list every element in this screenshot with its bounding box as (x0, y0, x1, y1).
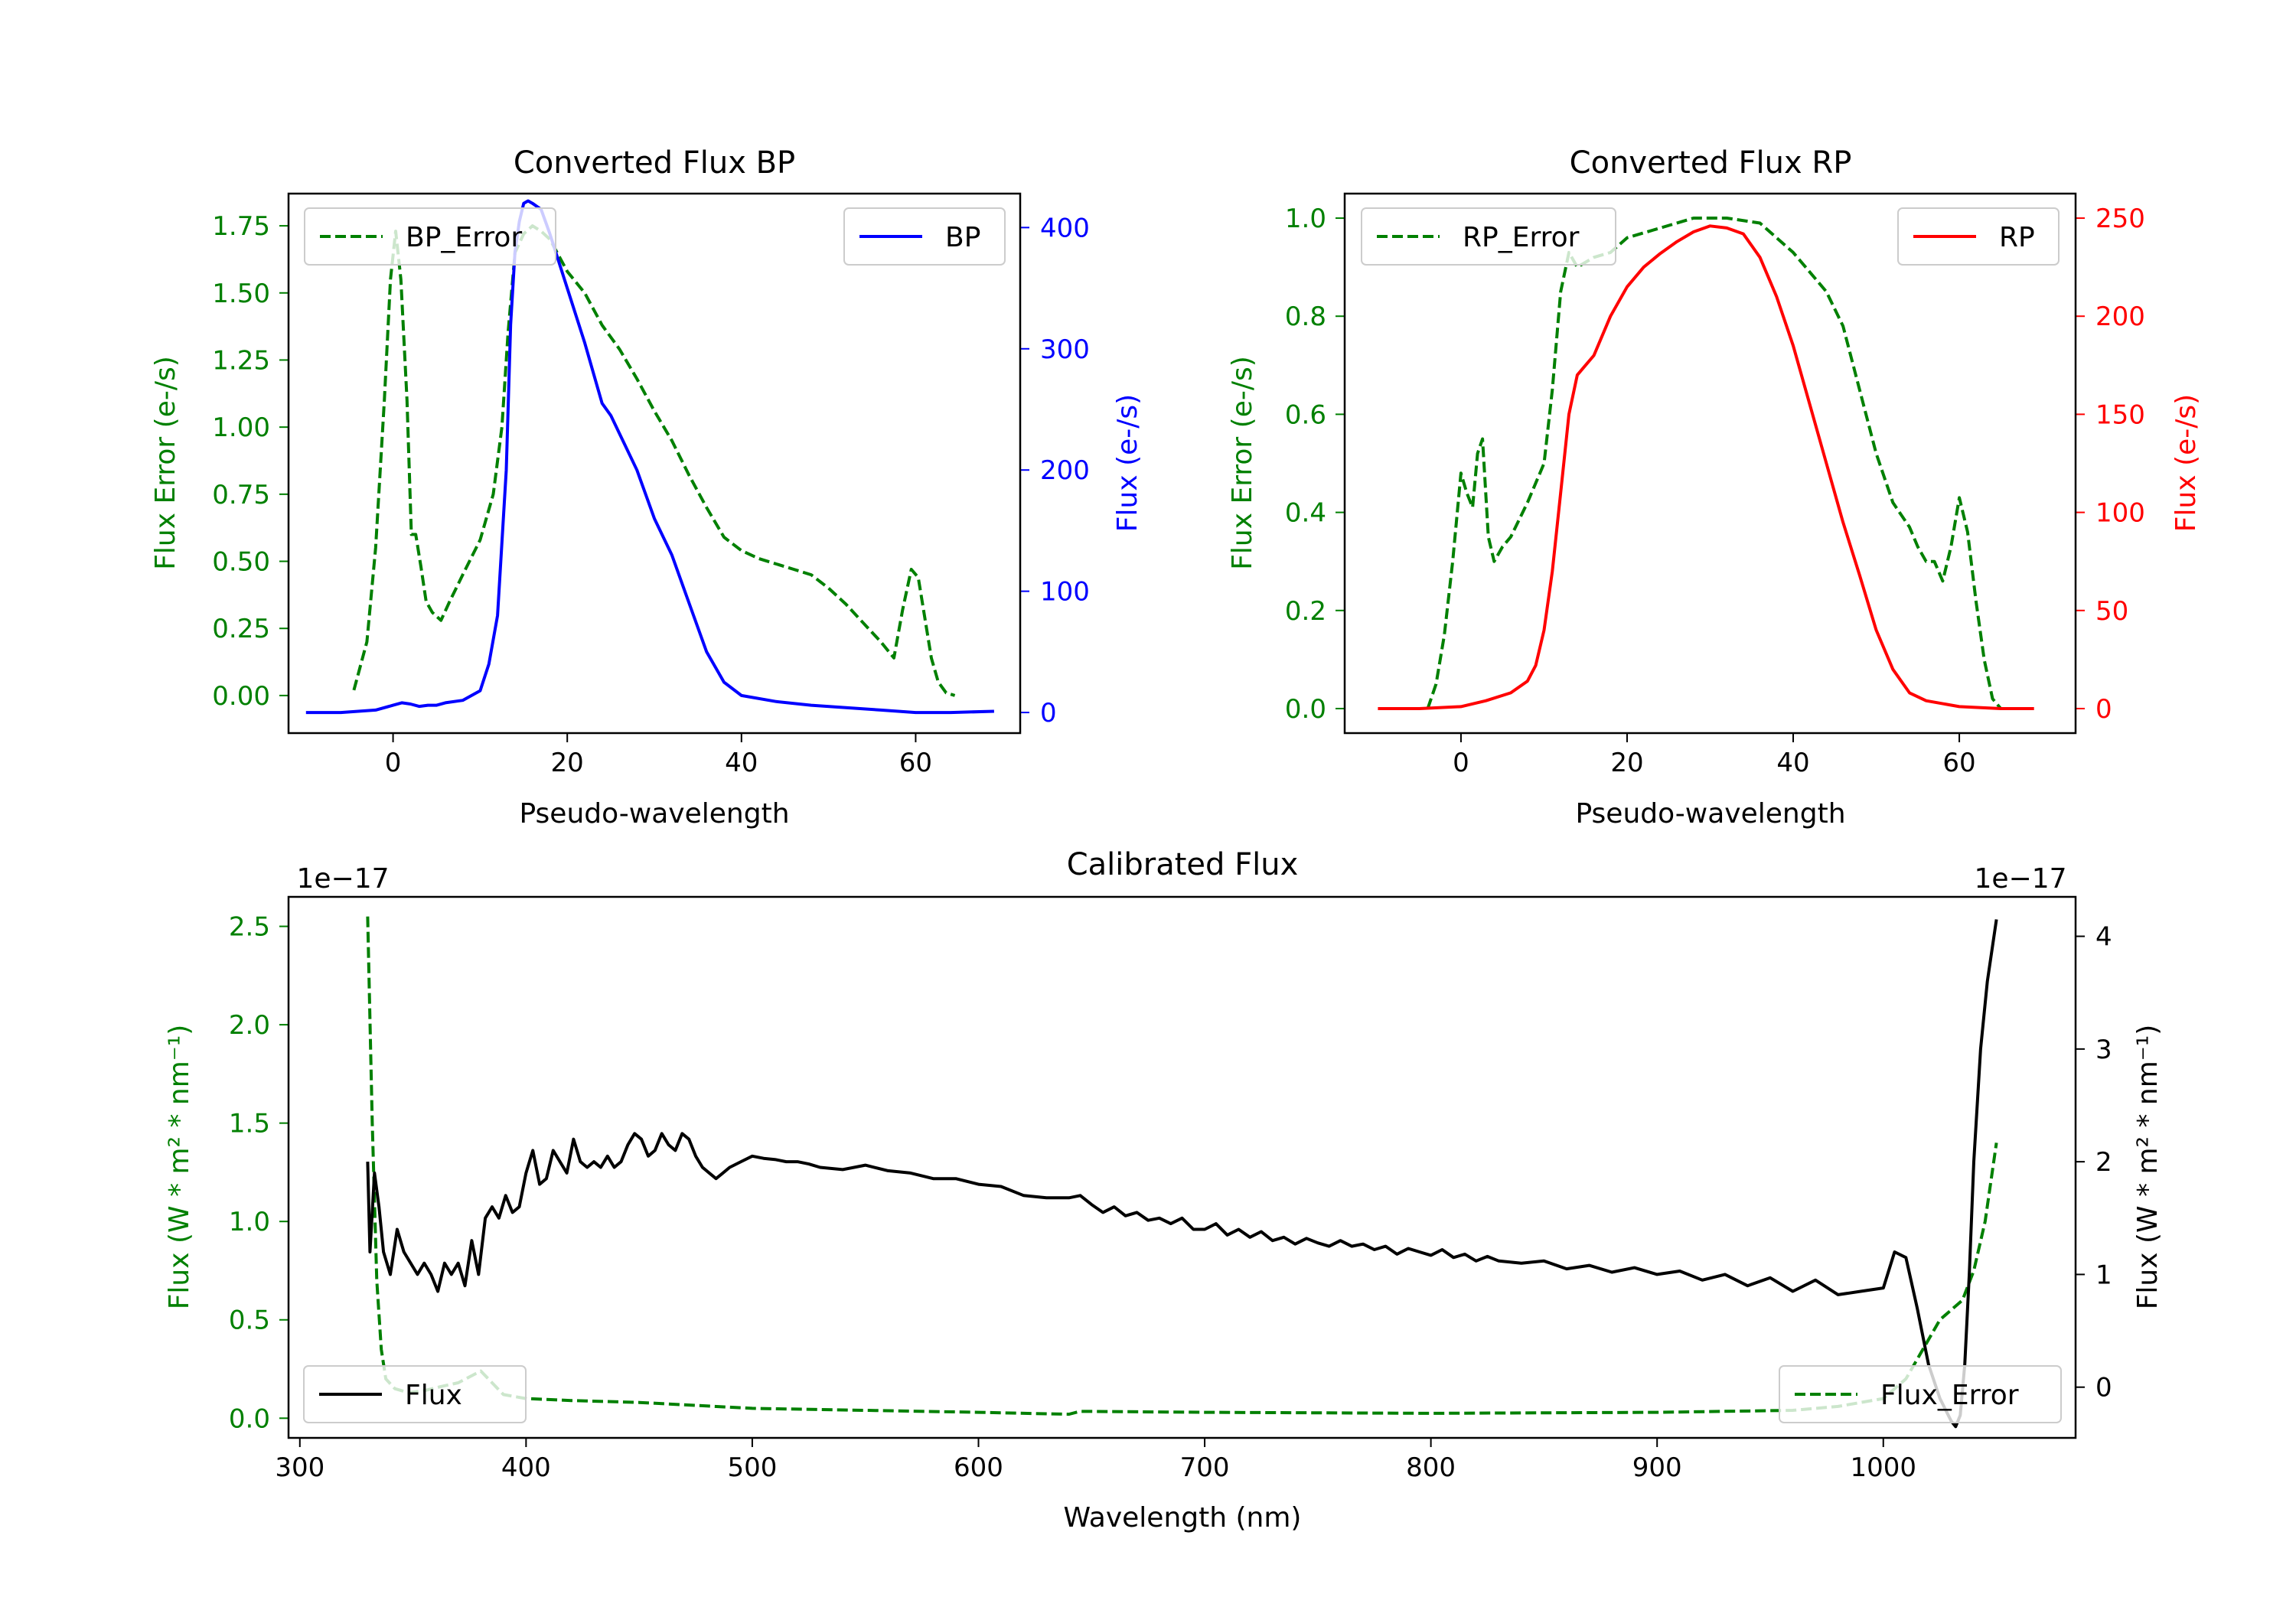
cal-xtick-label: 900 (1632, 1452, 1682, 1483)
rp-ytick-right-label: 150 (2095, 399, 2145, 430)
rp-ylabel-left: Flux Error (e-/s) (1227, 356, 1258, 570)
bp-ytick-left-label: 0.50 (212, 547, 270, 578)
rp-xtick-label: 40 (1776, 748, 1809, 778)
rp-error-series-line (1426, 217, 2002, 710)
calibrated-legend-left[interactable]: Flux (303, 1365, 527, 1423)
bp-ytick-left-label: 1.25 (212, 345, 270, 376)
rp-ytick-left-label: 0.4 (1285, 498, 1326, 529)
rp-legend-left[interactable]: RP_Error (1361, 207, 1616, 266)
cal-ytick-left-label: 2.5 (229, 912, 270, 943)
bp-xtick-label: 40 (725, 748, 758, 778)
cal-ytick-right-label: 4 (2095, 922, 2112, 953)
cal-xtick-label: 700 (1180, 1452, 1230, 1483)
cal-ytick-left-label: 1.5 (229, 1109, 270, 1139)
calibrated-legend-right[interactable]: Flux_Error (1779, 1365, 2062, 1423)
bp-ytick-right-label: 100 (1040, 577, 1090, 608)
bp-plot-frame (287, 192, 1022, 735)
rp-ytick-left-label: 0.6 (1285, 399, 1326, 430)
cal-ytick-right-label: 2 (2095, 1147, 2112, 1178)
rp-ytick-left-label: 0.2 (1285, 596, 1326, 627)
cal-xtick-label: 300 (275, 1452, 325, 1483)
bp-error-series-line (352, 224, 956, 697)
calibrated-offset-left: 1e−17 (296, 863, 389, 895)
rp-ytick-left-label: 0.8 (1285, 302, 1326, 332)
cal-xtick-label: 600 (954, 1452, 1003, 1483)
rp-legend-label: RP (1999, 222, 2035, 253)
rp-panel: Converted Flux RP Pseudo-wavelength Flux… (1227, 145, 2202, 830)
calibrated-ylabel-right: Flux (W * m² * nm⁻¹) (2132, 1025, 2164, 1310)
cal-xtick-label: 800 (1406, 1452, 1456, 1483)
bp-error-legend-label: BP_Error (406, 222, 522, 253)
cal-ytick-right-label: 3 (2095, 1035, 2112, 1065)
bp-xtick-label: 0 (385, 748, 402, 778)
bp-ytick-right-label: 400 (1040, 213, 1090, 243)
bp-panel: Converted Flux BP Pseudo-wavelength Flux… (150, 145, 1143, 830)
flux-error-legend-label: Flux_Error (1880, 1380, 2019, 1411)
rp-xtick-label: 60 (1942, 748, 1975, 778)
calibrated-panel: Calibrated Flux Wavelength (nm) 1e−17 1e… (164, 847, 2164, 1534)
flux-series-line (366, 919, 1998, 1429)
bp-legend-left[interactable]: BP_Error (304, 207, 556, 266)
rp-ytick-left-label: 1.0 (1285, 204, 1326, 234)
rp-series-line (1378, 224, 2034, 710)
rp-title: Converted Flux RP (1570, 145, 1852, 181)
bp-xlabel: Pseudo-wavelength (519, 798, 789, 830)
cal-xtick-label: 1000 (1851, 1452, 1917, 1483)
bp-ytick-left-label: 0.75 (212, 480, 270, 510)
bp-ytick-left-label: 1.75 (212, 211, 270, 242)
bp-series-line (305, 199, 994, 715)
rp-xtick-label: 20 (1610, 748, 1643, 778)
cal-ytick-left-label: 0.0 (229, 1403, 270, 1434)
rp-ytick-left-label: 0.0 (1285, 694, 1326, 725)
bp-ytick-left-label: 0.25 (212, 614, 270, 644)
rp-ytick-right-label: 50 (2095, 596, 2128, 627)
calibrated-title: Calibrated Flux (1067, 847, 1299, 882)
bp-ytick-left-label: 1.50 (212, 279, 270, 309)
calibrated-offset-right: 1e−17 (1974, 863, 2066, 895)
cal-ytick-left-label: 2.0 (229, 1010, 270, 1041)
calibrated-xlabel: Wavelength (nm) (1064, 1502, 1302, 1534)
cal-ytick-right-label: 0 (2095, 1373, 2112, 1403)
rp-ytick-right-label: 200 (2095, 302, 2145, 332)
rp-ytick-right-label: 250 (2095, 204, 2145, 234)
bp-title: Converted Flux BP (514, 145, 795, 181)
rp-ytick-right-label: 100 (2095, 498, 2145, 529)
bp-ytick-right-label: 0 (1040, 698, 1057, 729)
bp-xtick-label: 20 (551, 748, 584, 778)
calibrated-plot-frame (287, 895, 2077, 1439)
rp-xlabel: Pseudo-wavelength (1575, 798, 1845, 830)
rp-error-legend-label: RP_Error (1463, 222, 1580, 253)
cal-xtick-label: 400 (501, 1452, 551, 1483)
bp-ytick-right-label: 300 (1040, 334, 1090, 365)
rp-xtick-label: 0 (1453, 748, 1469, 778)
rp-plot-frame (1343, 192, 2077, 735)
cal-ytick-left-label: 1.0 (229, 1207, 270, 1237)
bp-ytick-left-label: 1.00 (212, 412, 270, 443)
cal-ytick-left-label: 0.5 (229, 1305, 270, 1336)
bp-ytick-left-label: 0.00 (212, 681, 270, 712)
cal-ytick-right-label: 1 (2095, 1260, 2112, 1290)
rp-ytick-right-label: 0 (2095, 694, 2112, 725)
rp-legend-right[interactable]: RP (1897, 207, 2060, 266)
bp-ytick-right-label: 200 (1040, 455, 1090, 486)
bp-legend-label: BP (945, 222, 980, 253)
bp-ylabel-left: Flux Error (e-/s) (150, 356, 181, 570)
bp-legend-right[interactable]: BP (843, 207, 1006, 266)
bp-ylabel-right: Flux (e-/s) (1112, 394, 1143, 532)
rp-ylabel-right: Flux (e-/s) (2170, 394, 2202, 532)
flux-legend-label: Flux (405, 1380, 462, 1411)
bp-xtick-label: 60 (899, 748, 932, 778)
calibrated-ylabel-left: Flux (W * m² * nm⁻¹) (164, 1025, 195, 1310)
cal-xtick-label: 500 (727, 1452, 777, 1483)
